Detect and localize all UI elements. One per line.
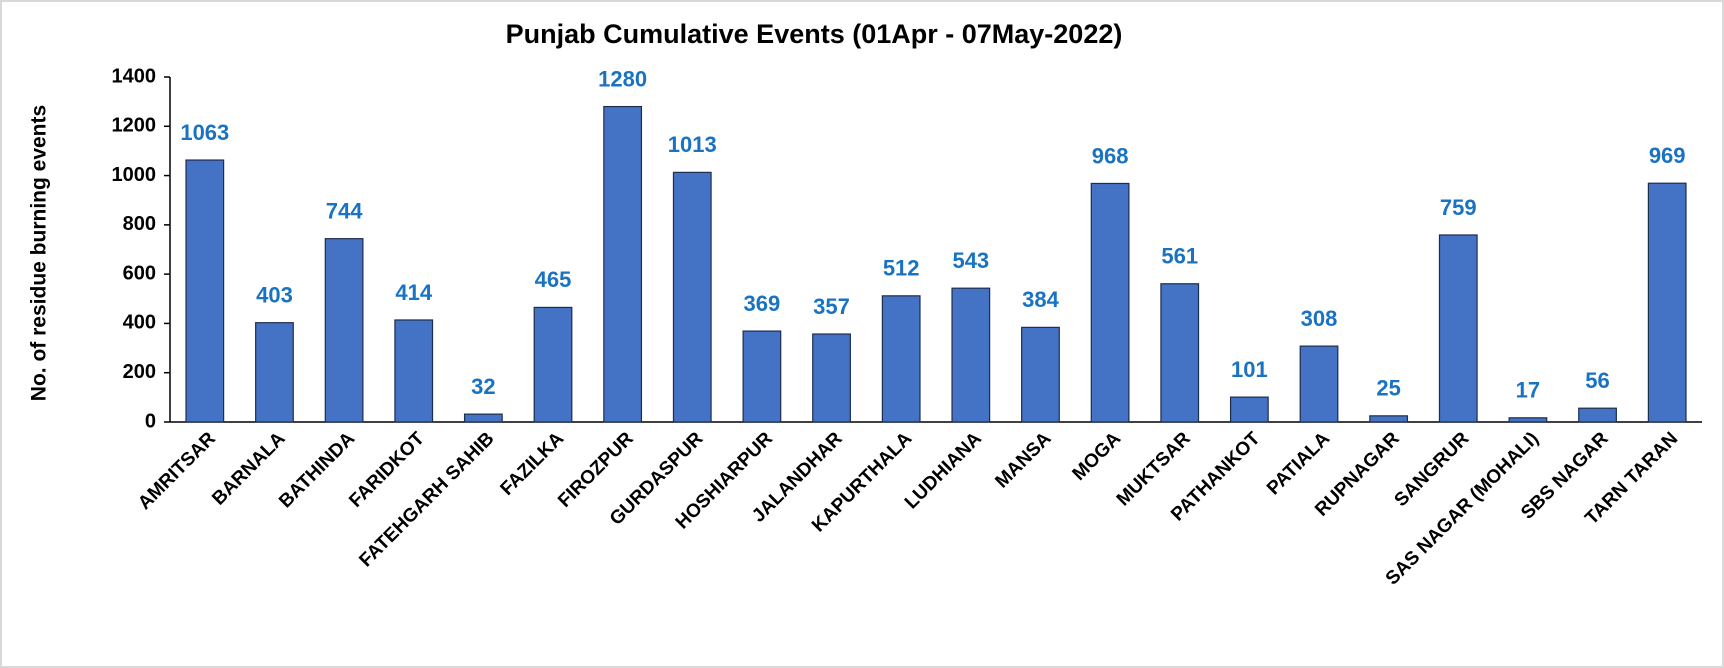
value-label: 25: [1376, 376, 1400, 401]
value-label: 512: [883, 256, 920, 281]
bar: [1438, 234, 1478, 423]
bar: [394, 319, 434, 423]
value-label: 968: [1092, 143, 1129, 168]
bar: [1299, 345, 1339, 423]
value-label: 1013: [668, 132, 717, 157]
y-tick-label: 1200: [112, 115, 157, 137]
y-tick-label: 400: [123, 312, 156, 334]
bar: [881, 295, 921, 423]
bar: [1021, 326, 1060, 423]
bar: [1369, 415, 1409, 423]
value-label: 414: [395, 280, 432, 305]
y-tick-label: 600: [123, 262, 156, 284]
bar: [324, 238, 364, 423]
value-label: 465: [535, 267, 572, 292]
bar: [1160, 283, 1200, 423]
value-label: 308: [1301, 306, 1338, 331]
y-tick-label: 200: [123, 361, 156, 383]
bar: [812, 333, 851, 423]
chart-title: Punjab Cumulative Events (01Apr - 07May-…: [506, 19, 1123, 49]
value-label: 56: [1585, 368, 1609, 393]
value-label: 369: [744, 291, 781, 316]
value-label: 32: [471, 374, 495, 399]
value-label: 759: [1440, 195, 1477, 220]
bar: [1578, 407, 1617, 423]
y-tick-label: 1000: [112, 164, 157, 186]
bar: [672, 171, 712, 423]
y-tick-label: 800: [123, 213, 156, 235]
bar: [1090, 182, 1130, 423]
bar: [742, 330, 782, 423]
y-tick-label: 1400: [112, 65, 157, 87]
bar: [951, 287, 991, 423]
bar: [603, 105, 643, 423]
bar: [463, 413, 503, 423]
value-label: 384: [1022, 287, 1059, 312]
value-label: 969: [1649, 143, 1686, 168]
value-label: 101: [1231, 357, 1268, 382]
bar: [1229, 396, 1269, 423]
y-tick-label: 0: [145, 410, 156, 432]
value-label: 403: [256, 283, 293, 308]
value-label: 357: [813, 294, 850, 319]
bar: [1647, 182, 1687, 423]
bar: [255, 322, 294, 423]
bar: [533, 306, 573, 423]
y-axis-label: No. of residue burning events: [28, 105, 51, 401]
value-label: 1280: [598, 66, 647, 91]
value-label: 561: [1161, 244, 1198, 269]
value-label: 17: [1516, 378, 1540, 403]
value-label: 543: [952, 248, 989, 273]
bar: [185, 159, 225, 423]
value-label: 1063: [180, 120, 229, 145]
bar: [1508, 417, 1548, 423]
value-label: 744: [326, 198, 363, 223]
